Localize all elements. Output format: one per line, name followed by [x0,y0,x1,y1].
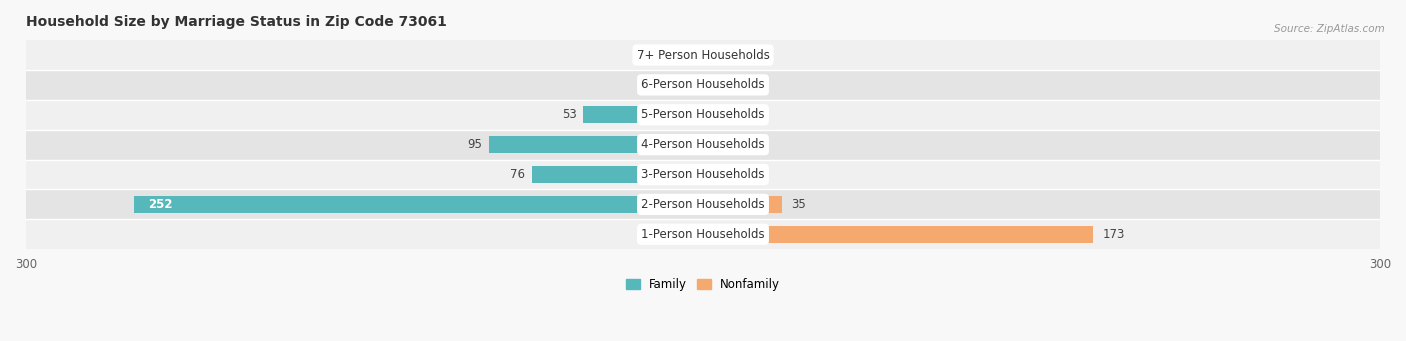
Bar [703,46,748,64]
Text: Source: ZipAtlas.com: Source: ZipAtlas.com [1274,24,1385,34]
Text: 35: 35 [792,198,806,211]
Text: 2-Person Households: 2-Person Households [641,198,765,211]
Text: 7+ Person Households: 7+ Person Households [637,48,769,61]
Text: 3-Person Households: 3-Person Households [641,168,765,181]
Bar [135,196,703,213]
Bar [703,136,748,153]
Bar [703,76,748,93]
Text: 0: 0 [758,168,765,181]
Bar [683,46,703,64]
Text: 6-Person Households: 6-Person Households [641,78,765,91]
Text: 7: 7 [673,78,681,91]
Legend: Family, Nonfamily: Family, Nonfamily [621,273,785,295]
Text: 5-Person Households: 5-Person Households [641,108,765,121]
Bar [703,196,782,213]
Text: 0: 0 [758,48,765,61]
Text: 0: 0 [758,78,765,91]
Bar [27,70,1379,100]
Bar [27,130,1379,160]
Bar [531,166,703,183]
Bar [688,76,703,93]
Bar [27,100,1379,130]
Text: 173: 173 [1102,228,1125,241]
Bar [703,106,748,123]
Bar [489,136,703,153]
Bar [583,106,703,123]
Text: 1-Person Households: 1-Person Households [641,228,765,241]
Text: 252: 252 [148,198,173,211]
Text: 0: 0 [758,138,765,151]
Bar [703,166,748,183]
Bar [27,160,1379,190]
Bar [27,219,1379,249]
Text: 0: 0 [758,108,765,121]
Text: Household Size by Marriage Status in Zip Code 73061: Household Size by Marriage Status in Zip… [27,15,447,29]
Text: 4-Person Households: 4-Person Households [641,138,765,151]
Text: 76: 76 [510,168,524,181]
Text: 9: 9 [668,48,676,61]
Bar [703,226,1094,243]
Bar [27,40,1379,70]
Text: 53: 53 [562,108,576,121]
Text: 95: 95 [467,138,482,151]
Bar [27,190,1379,219]
